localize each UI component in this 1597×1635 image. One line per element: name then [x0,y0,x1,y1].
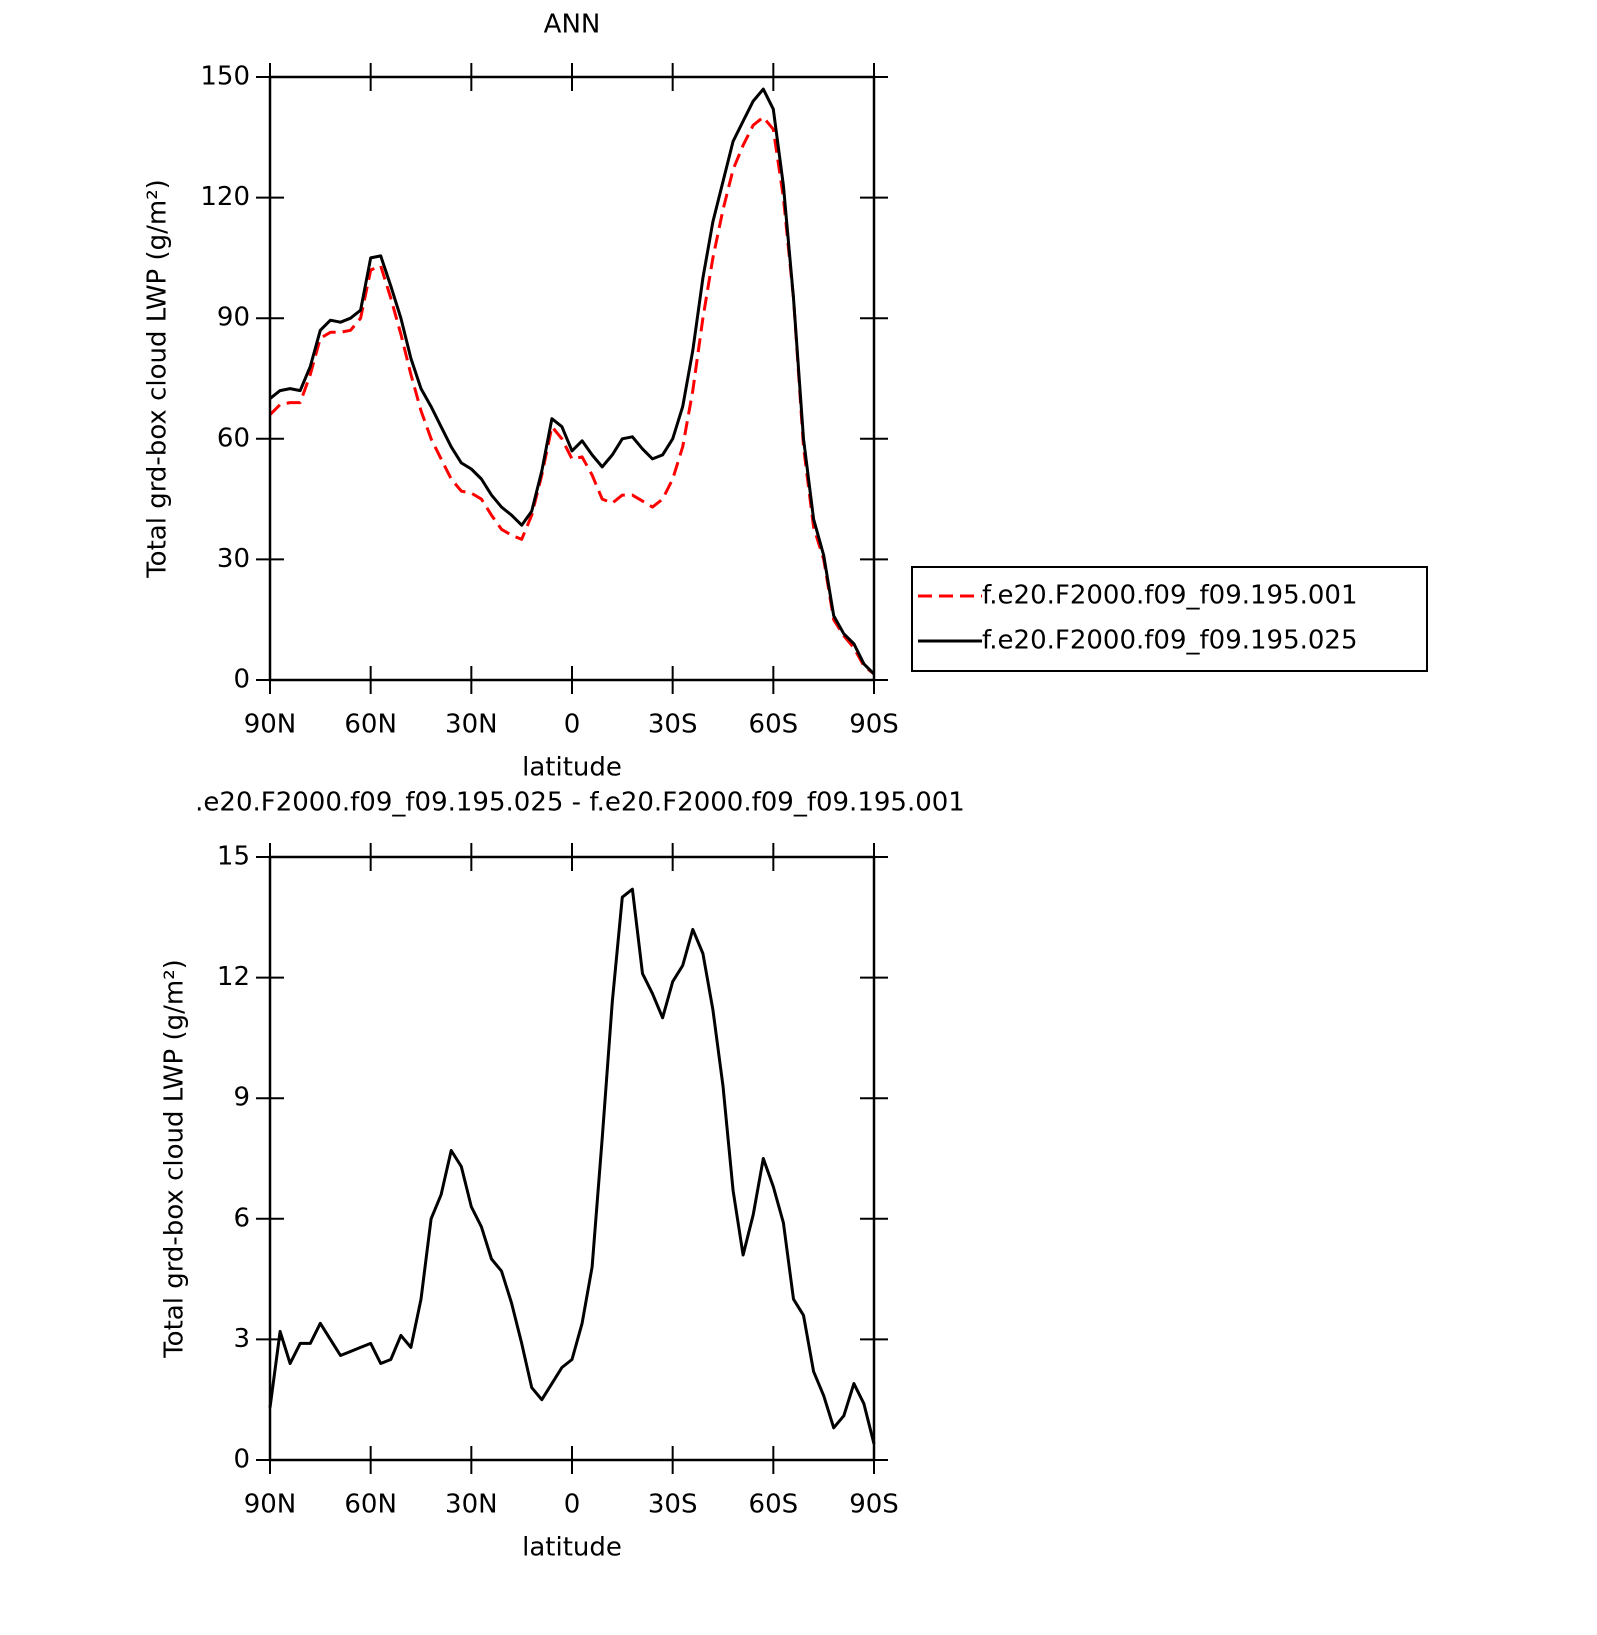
x-tick-label: 90N [244,1490,297,1520]
x-tick-label: 60S [749,1490,799,1520]
y-axis-label: Total grd-box cloud LWP (g/m²) [143,179,173,579]
legend-box [911,566,1428,672]
x-tick-label: 30S [648,710,698,740]
x-tick-label: 90S [849,1490,899,1520]
x-axis-label: latitude [522,753,622,783]
x-tick-label: 60S [749,710,799,740]
y-tick-label: 150 [200,62,250,92]
plot-frame [268,855,876,1462]
plot-frame [268,75,876,682]
y-tick-label: 0 [233,665,250,695]
legend-label: f.e20.F2000.f09_f09.195.025 [982,626,1358,656]
x-tick-label: 90S [849,710,899,740]
x-tick-label: 60N [344,710,397,740]
y-tick-label: 3 [233,1324,250,1354]
y-tick-label: 90 [217,303,250,333]
x-tick-label: 0 [564,1490,581,1520]
x-tick-label: 30N [445,710,498,740]
x-tick-label: 0 [564,710,581,740]
data-line [269,87,876,676]
chart-title: .e20.F2000.f09_f09.195.025 - f.e20.F2000… [195,788,965,818]
x-axis-label: latitude [522,1533,622,1563]
x-tick-label: 60N [344,1490,397,1520]
y-axis-label: Total grd-box cloud LWP (g/m²) [160,959,190,1359]
data-line [268,115,875,676]
chart-title: ANN [544,10,601,40]
y-tick-label: 30 [217,544,250,574]
y-tick-label: 60 [217,423,250,453]
y-tick-label: 12 [217,962,250,992]
y-tick-label: 120 [200,182,250,212]
y-tick-label: 9 [233,1083,250,1113]
y-tick-label: 6 [233,1203,250,1233]
x-tick-label: 30S [648,1490,698,1520]
x-tick-label: 30N [445,1490,498,1520]
legend-label: f.e20.F2000.f09_f09.195.001 [982,581,1358,611]
y-tick-label: 0 [233,1445,250,1475]
x-tick-label: 90N [244,710,297,740]
data-line [268,887,876,1445]
y-tick-label: 15 [217,842,250,872]
